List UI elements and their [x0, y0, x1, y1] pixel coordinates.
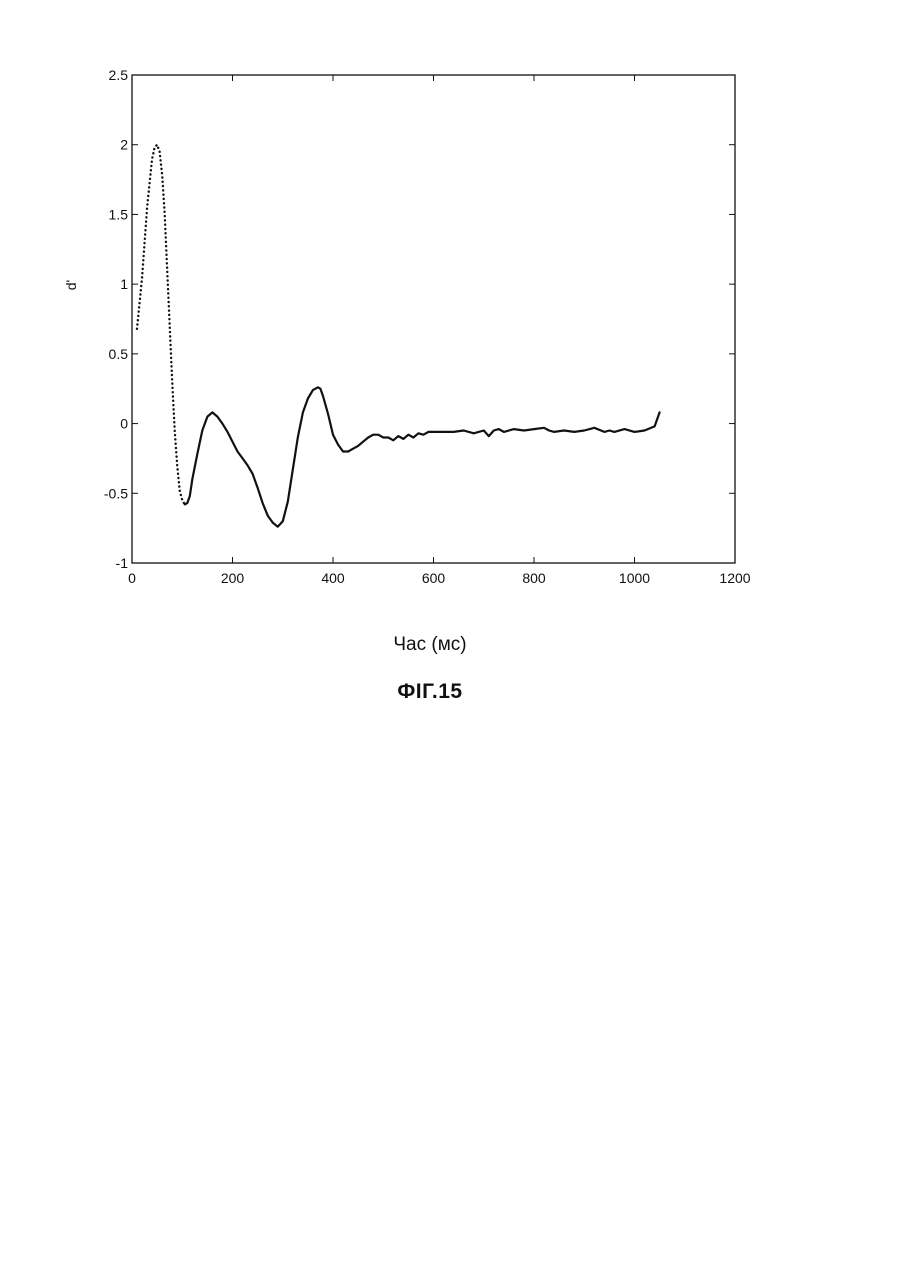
y-tick-label: 1: [120, 276, 128, 292]
x-tick-label: 400: [321, 570, 345, 586]
figure: 020040060080010001200-1-0.500.511.522.5 …: [0, 0, 900, 720]
y-tick-label: 2: [120, 137, 128, 153]
y-axis-label: d': [63, 280, 79, 290]
x-tick-label: 200: [221, 570, 245, 586]
x-tick-label: 1000: [619, 570, 650, 586]
x-tick-label: 1200: [719, 570, 750, 586]
series-line-dotted: [137, 145, 185, 505]
data-series: [137, 145, 660, 527]
figure-caption: ФІГ.15: [0, 680, 860, 704]
y-tick-label: 1.5: [109, 206, 129, 222]
y-tick-label: 2.5: [109, 67, 129, 83]
y-tick-label: -0.5: [104, 485, 128, 501]
x-tick-label: 800: [522, 570, 546, 586]
x-axis-label: Час (мс): [0, 634, 860, 656]
y-tick-label: 0: [120, 416, 128, 432]
x-tick-label: 0: [128, 570, 136, 586]
plot-border: [132, 75, 735, 563]
series-line-solid: [185, 387, 660, 526]
axis-tick-labels: 0 200 400 600 800 1000 1200 -1 -0.5 0 0.5 1 1.5 2 2.5: [104, 67, 751, 586]
plot-frame: [132, 75, 735, 563]
x-tick-label: 600: [422, 570, 446, 586]
y-tick-label: -1: [116, 555, 129, 571]
y-tick-label: 0.5: [109, 346, 129, 362]
axis-ticks: [132, 75, 735, 563]
line-chart: 020040060080010001200-1-0.500.511.522.5 …: [0, 0, 900, 720]
